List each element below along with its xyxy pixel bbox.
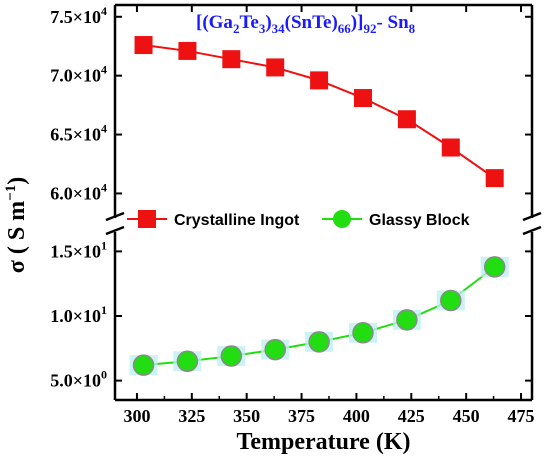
x-tick-label: 350	[233, 406, 260, 426]
x-tick-label: 450	[453, 406, 480, 426]
x-axis-title: Temperature (K)	[237, 429, 411, 455]
data-point	[266, 58, 285, 77]
legend-label: Crystalline Ingot	[174, 212, 300, 229]
x-tick-label: 400	[343, 406, 370, 426]
y-tick-label: 1.0×101	[50, 303, 107, 326]
labels-layer: [(Ga2Te3)34(SnTe)66)]92- Sn8 Temperature …	[3, 12, 416, 455]
data-point	[354, 89, 373, 108]
y-tick-label: 7.5×104	[50, 4, 107, 27]
data-point	[352, 322, 374, 344]
series-line	[143, 44, 496, 179]
data-point	[483, 256, 506, 278]
y-tick-label: 5.0×100	[50, 368, 107, 391]
data-point	[134, 36, 153, 55]
data-point	[396, 309, 418, 331]
data-point	[176, 350, 199, 372]
data-point	[264, 338, 286, 361]
formula-annotation: [(Ga2Te3)34(SnTe)66)]92- Sn8	[196, 12, 416, 36]
legend: Crystalline Ingot Glassy Block	[127, 210, 470, 229]
y-tick-label: 7.0×104	[50, 63, 107, 86]
x-tick-label: 375	[288, 406, 315, 426]
data-point	[397, 110, 416, 129]
legend-label: Glassy Block	[369, 212, 470, 229]
axis-break-mark	[105, 211, 125, 222]
y-tick-label: 6.0×104	[50, 180, 107, 203]
data-point	[220, 345, 243, 367]
legend-marker	[333, 210, 351, 228]
data-point	[308, 331, 330, 353]
data-point	[310, 71, 329, 90]
x-tick-label: 325	[178, 406, 205, 426]
y-axis-title: σ ( S m−1)	[3, 177, 30, 273]
axes-layer: 300 325 350 375 400 425 450 475 6.0×104 6.5×104 7.…	[50, 4, 534, 426]
x-tick-label: 425	[398, 406, 425, 426]
data-point	[485, 169, 504, 188]
data-point	[132, 354, 155, 376]
data-point	[178, 41, 197, 60]
axis-break-mark	[522, 211, 542, 222]
x-tick-label: 300	[123, 406, 150, 426]
y-tick-label: 6.5×104	[50, 122, 107, 145]
y-tick-label: 1.5×101	[50, 238, 107, 261]
x-tick-label: 475	[508, 406, 535, 426]
data-point	[222, 50, 241, 69]
data-point	[440, 289, 462, 312]
series-layer	[129, 36, 509, 376]
legend-marker	[138, 210, 156, 228]
axis-break-mark	[522, 225, 542, 236]
data-point	[441, 138, 460, 157]
axis-break-mark	[105, 225, 125, 236]
